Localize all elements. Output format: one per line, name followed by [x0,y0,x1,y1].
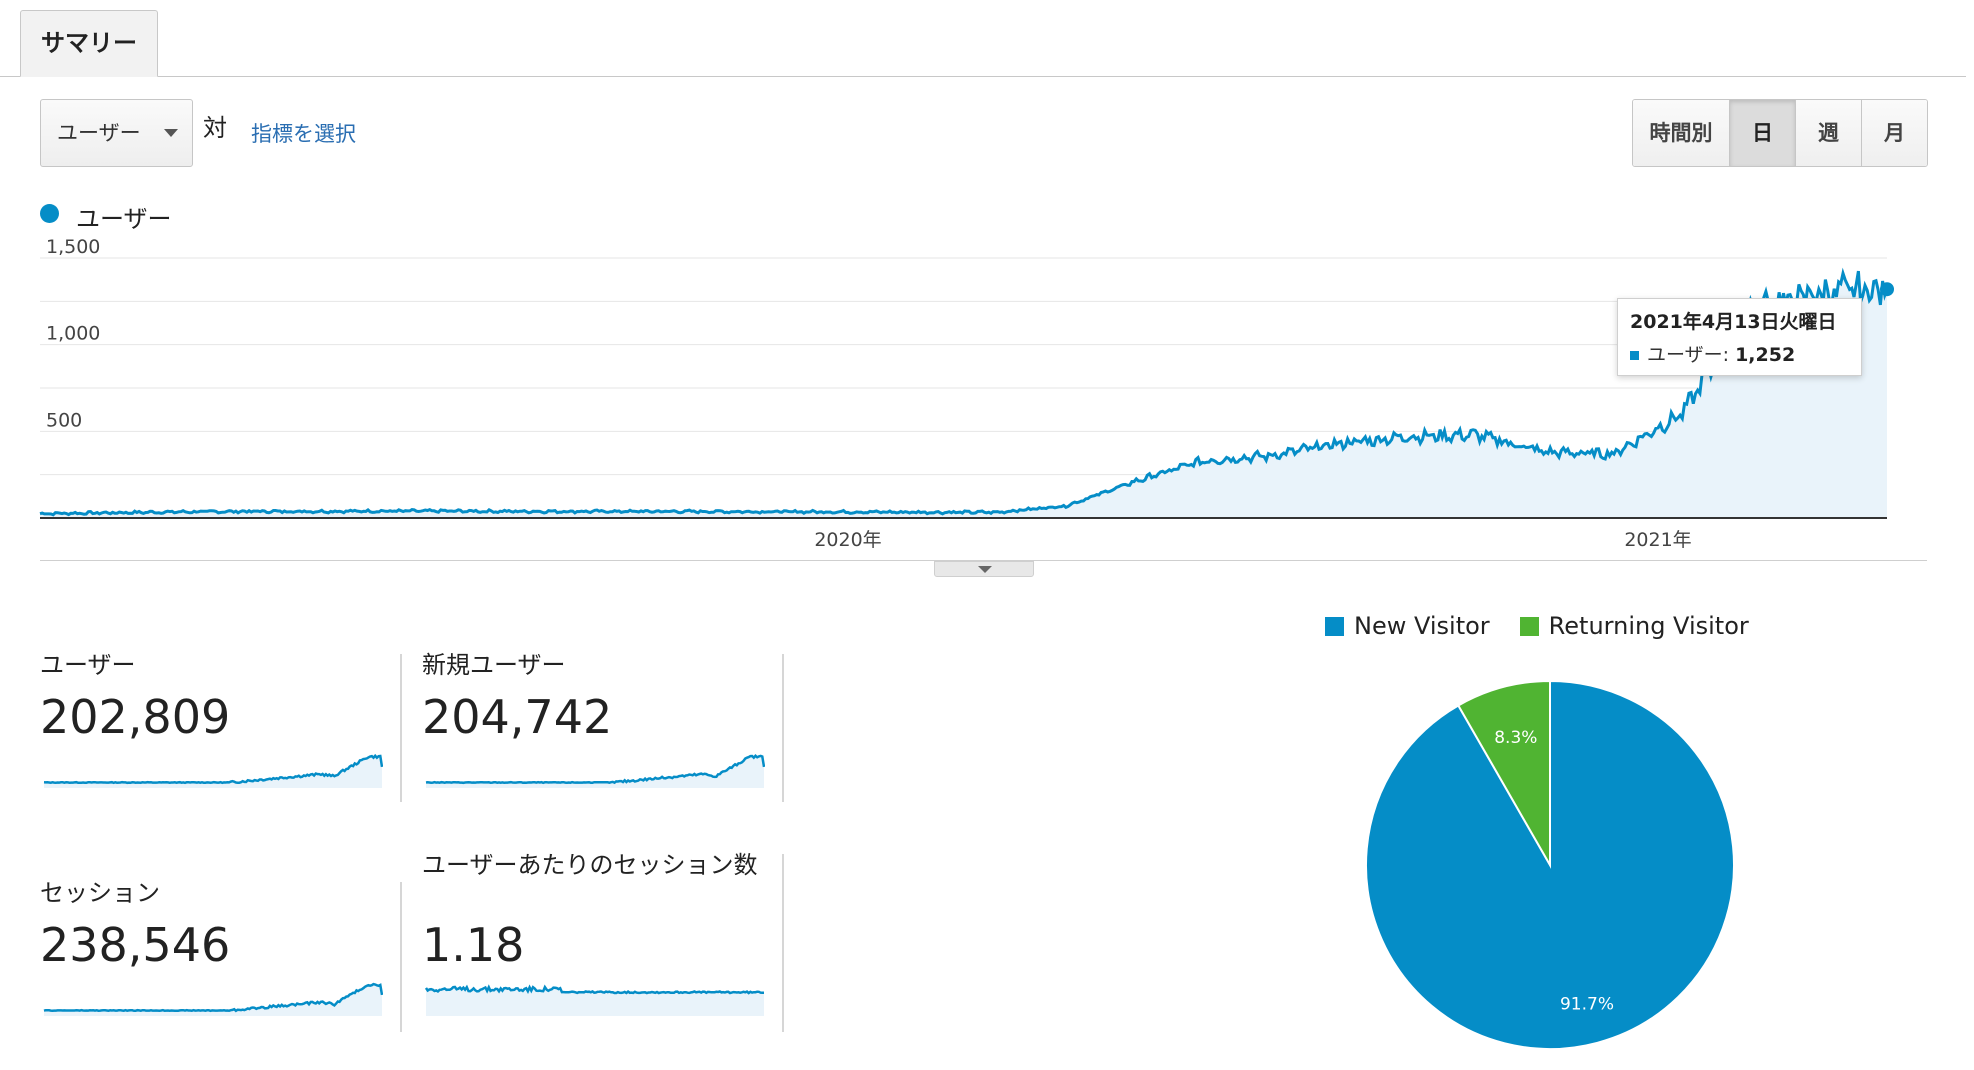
users-line-chart[interactable]: 1,500 1,000 500 2020年 2021年 [0,230,1974,560]
y-tick-label: 1,500 [46,236,100,258]
tile-divider [400,882,402,1032]
metric-value: 204,742 [422,690,613,744]
metric-tile-sessions[interactable]: セッション 238,546 [40,878,385,1028]
area-fill [40,271,1887,518]
metric-value: 1.18 [422,918,525,972]
month-button[interactable]: 月 [1861,100,1927,166]
vs-label: 対 [203,114,227,142]
week-button[interactable]: 週 [1795,100,1861,166]
metric-select[interactable]: ユーザー [40,99,193,167]
visitor-type-pie-chart[interactable]: 91.7% 8.3% [1360,675,1740,1055]
metric-tile-new-users[interactable]: 新規ユーザー 204,742 [422,650,767,800]
sparkline-fill [426,755,764,788]
x-tick-label: 2020年 [814,529,881,551]
chart-bottom-divider [40,560,1927,561]
pie-legend: New Visitor Returning Visitor [1325,612,1779,640]
series-square-icon [1630,351,1639,360]
collapse-chart-handle[interactable] [934,561,1034,577]
sparkline-line [43,982,383,1013]
metric-value: 238,546 [40,918,231,972]
sparkline [43,753,383,788]
metric-label: 新規ユーザー [422,651,566,679]
sparkline-fill [44,984,382,1016]
tooltip-date: 2021年4月13日火曜日 [1630,311,1837,333]
sparkline-fill [426,987,764,1016]
time-granularity-group: 時間別 日 週 月 [1632,99,1928,167]
pie-legend-item[interactable]: Returning Visitor [1519,612,1749,640]
tab-summary[interactable]: サマリー [20,10,158,77]
x-tick-label: 2021年 [1624,529,1691,551]
metric-value: 202,809 [40,690,231,744]
y-tick-label: 500 [46,409,82,431]
pie-legend-label: New Visitor [1354,612,1490,640]
tile-divider [782,654,784,802]
hourly-button[interactable]: 時間別 [1633,100,1729,166]
sparkline [425,984,764,1016]
returning-visitor-swatch-icon [1519,616,1539,636]
metric-label: セッション [40,879,160,907]
hover-point[interactable] [1880,282,1894,297]
series-line[interactable] [39,267,1889,517]
tile-divider [782,854,784,1032]
metric-tile-sessions-per-user[interactable]: ユーザーあたりのセッション数 1.18 [422,850,767,1028]
select-metric-link[interactable]: 指標を選択 [251,122,356,146]
metric-select-value: ユーザー [57,121,141,145]
sparkline-line [425,754,765,785]
chevron-down-icon [978,566,992,573]
sparkline [43,982,383,1016]
day-button[interactable]: 日 [1729,100,1795,166]
legend-dot-icon [40,204,59,223]
new-visitor-swatch-icon [1325,616,1344,636]
pie-legend-label: Returning Visitor [1548,612,1749,640]
sparkline-fill [44,755,382,788]
pie-legend-item[interactable]: New Visitor [1325,612,1490,640]
pie-slice-label: 91.7% [1560,995,1614,1015]
sparkline-line [43,753,383,785]
sparkline [425,754,765,788]
chart-tooltip: 2021年4月13日火曜日 ユーザー: 1,252 [1617,298,1862,376]
sparkline-line [425,984,764,995]
tile-divider [400,654,402,802]
tab-bar-divider [0,76,1966,77]
pie-slice-label: 8.3% [1494,728,1537,748]
tooltip-row: ユーザー: 1,252 [1630,340,1849,367]
legend-label: ユーザー [76,205,172,233]
pie-slice[interactable] [1456,679,1551,869]
metric-tile-users[interactable]: ユーザー 202,809 [40,650,385,800]
metric-label: ユーザーあたりのセッション数 [422,851,758,879]
tooltip-value: 1,252 [1735,344,1796,366]
y-tick-label: 1,000 [46,323,100,345]
chevron-down-icon [164,129,178,137]
metric-label: ユーザー [40,651,136,679]
tooltip-series-label: ユーザー: [1647,344,1730,366]
